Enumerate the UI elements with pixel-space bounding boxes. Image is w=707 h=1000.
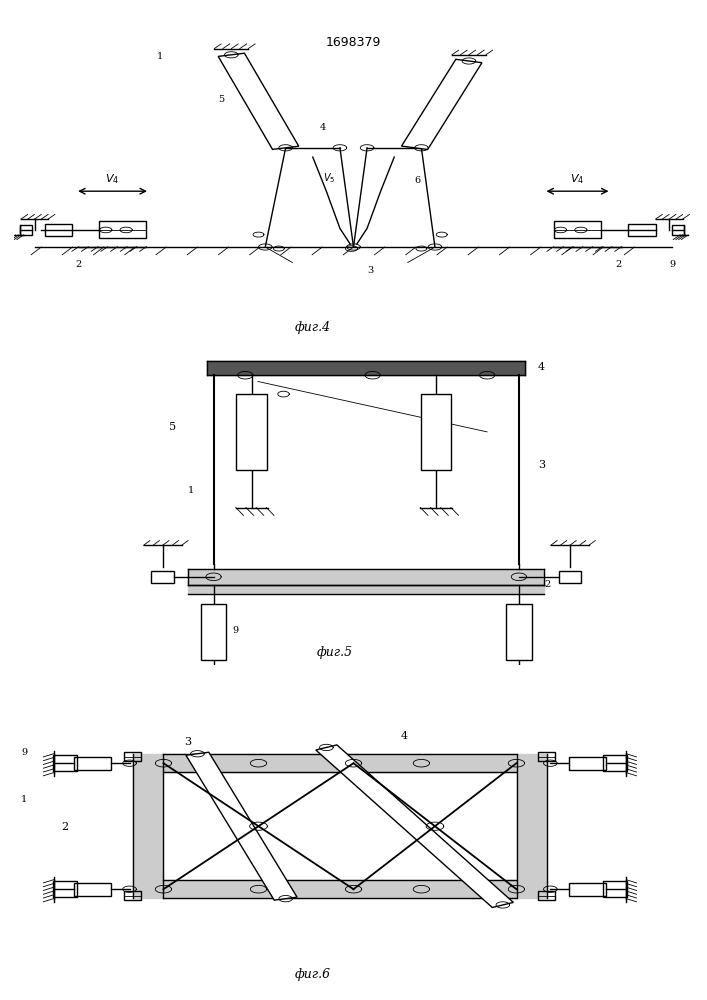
- Bar: [53, 755, 77, 771]
- Text: 9: 9: [233, 626, 239, 635]
- Text: 9: 9: [21, 748, 27, 757]
- Polygon shape: [421, 394, 452, 470]
- Text: 2: 2: [62, 822, 69, 832]
- Text: 1: 1: [157, 52, 163, 61]
- Text: 2: 2: [615, 260, 621, 269]
- Text: 1: 1: [21, 795, 27, 804]
- Text: 1: 1: [188, 486, 194, 495]
- Bar: [603, 755, 626, 771]
- Polygon shape: [236, 394, 267, 470]
- Text: 9: 9: [670, 260, 676, 269]
- Text: $V_4$: $V_4$: [571, 172, 585, 186]
- Text: 5: 5: [218, 95, 224, 104]
- Bar: [74, 757, 111, 770]
- Bar: [20, 225, 32, 235]
- Polygon shape: [186, 752, 297, 900]
- Text: 4: 4: [320, 123, 326, 132]
- Bar: [539, 752, 556, 761]
- Text: 3: 3: [367, 266, 373, 275]
- Bar: [124, 752, 141, 761]
- Bar: [603, 881, 626, 897]
- Bar: [554, 221, 601, 238]
- Text: $V_5$: $V_5$: [323, 171, 335, 185]
- Text: 4: 4: [401, 731, 408, 741]
- Text: 6: 6: [414, 176, 421, 185]
- Bar: [53, 881, 77, 897]
- Polygon shape: [506, 604, 532, 660]
- Polygon shape: [218, 53, 299, 149]
- Bar: [629, 224, 655, 236]
- Text: 2: 2: [76, 260, 82, 269]
- Bar: [672, 225, 684, 235]
- Polygon shape: [316, 745, 513, 907]
- Bar: [74, 883, 111, 896]
- Text: 2: 2: [544, 580, 551, 589]
- Text: 5: 5: [169, 422, 176, 432]
- Bar: [45, 224, 72, 236]
- Text: 3: 3: [184, 737, 191, 747]
- Bar: [151, 571, 174, 583]
- Text: фиг.5: фиг.5: [316, 646, 353, 659]
- Text: фиг.4: фиг.4: [295, 321, 331, 334]
- Bar: [539, 891, 556, 900]
- Text: фиг.6: фиг.6: [295, 968, 331, 981]
- Text: 1698379: 1698379: [326, 36, 381, 49]
- Bar: [569, 883, 607, 896]
- Bar: [559, 571, 581, 583]
- Text: $V_4$: $V_4$: [105, 172, 119, 186]
- Text: 4: 4: [538, 362, 545, 372]
- Bar: [569, 757, 607, 770]
- Bar: [124, 891, 141, 900]
- Bar: [99, 221, 146, 238]
- Text: 3: 3: [538, 460, 545, 470]
- Polygon shape: [402, 59, 482, 150]
- Polygon shape: [201, 604, 226, 660]
